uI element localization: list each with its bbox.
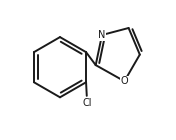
Text: N: N [98, 30, 106, 40]
Text: Cl: Cl [82, 98, 92, 108]
Text: O: O [121, 76, 128, 86]
